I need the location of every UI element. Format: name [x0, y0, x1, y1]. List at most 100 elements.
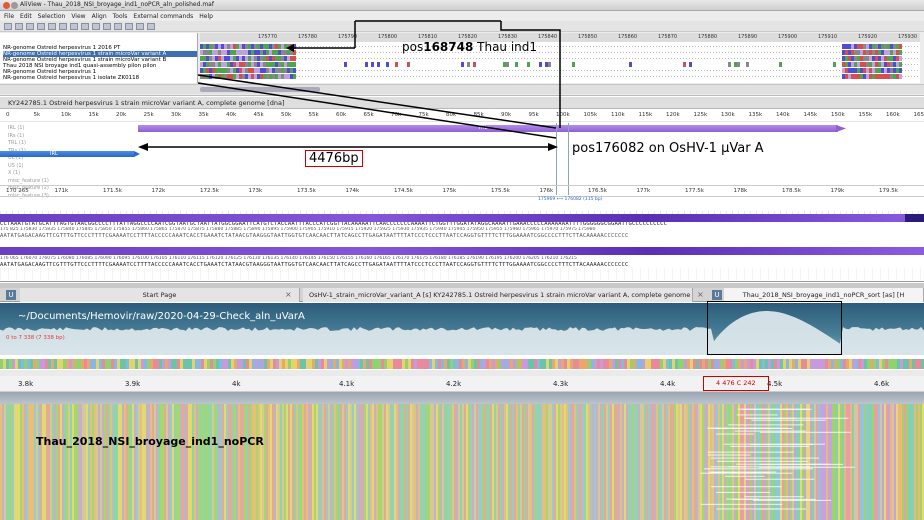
gap-dot [566, 76, 567, 77]
alignment-cell [866, 74, 869, 79]
sequence-name[interactable]: NR-genome Ostreid herpesvirus 1 isolate … [3, 75, 140, 81]
gap-dot [416, 52, 417, 53]
gap-dot [485, 52, 486, 53]
consensus-cell [279, 359, 282, 369]
alignment-cell [878, 44, 881, 49]
sequence-name[interactable]: Thau 2018 NSI broyage ind1 quasi-assembl… [3, 63, 157, 69]
gap-dot [548, 52, 549, 53]
gap-dot [731, 58, 732, 59]
alignment-cell [539, 62, 542, 67]
menu-help[interactable]: Help [199, 12, 213, 20]
gap-dot [533, 70, 534, 71]
close-window-icon[interactable] [3, 2, 10, 9]
alignment-cell [293, 50, 296, 55]
sequence-name[interactable]: NR-genome Ostreid herpesvirus 1 strain m… [3, 51, 197, 57]
toolbar-button-icon[interactable] [81, 23, 89, 30]
zoom-ruler-tick: 172.5k [200, 188, 219, 194]
zoom-ruler-tick: 177k [636, 188, 651, 194]
gap-dot [635, 58, 636, 59]
toolbar-button-icon[interactable] [125, 23, 133, 30]
alignment-cell [239, 68, 242, 73]
gap-dot [800, 58, 801, 59]
consensus-cell [651, 359, 654, 369]
ruler-tick-label: 175850 [578, 34, 598, 40]
menu-file[interactable]: File [4, 12, 15, 20]
read-column [250, 404, 252, 520]
gap-dot [308, 76, 309, 77]
gap-dot [443, 76, 444, 77]
menu-external-commands[interactable]: External commands [133, 12, 194, 20]
zoom-ruler-tick: 175.5k [491, 188, 510, 194]
scrollbar-thumb[interactable] [200, 87, 320, 92]
trl-feature-bar[interactable]: TRL [138, 125, 838, 132]
read-column [232, 404, 234, 520]
gap-dot [509, 46, 510, 47]
gap-dot [647, 46, 648, 47]
minimize-window-icon[interactable] [11, 2, 18, 9]
alignment-cell [251, 74, 254, 79]
toolbar-button-icon[interactable] [15, 23, 23, 30]
gap-dot [743, 58, 744, 59]
toolbar-button-icon[interactable] [4, 23, 12, 30]
tab-close-icon[interactable]: × [697, 290, 704, 299]
menu-tools[interactable]: Tools [112, 12, 128, 20]
tab-close-icon[interactable]: × [285, 290, 292, 299]
soft-clipped-read [700, 472, 793, 474]
toolbar-button-icon[interactable] [26, 23, 34, 30]
consensus-cell [630, 359, 633, 369]
read-column [824, 404, 826, 520]
gap-dot [737, 70, 738, 71]
menu-view[interactable]: View [71, 12, 86, 20]
aliview-titlebar: AliView - Thau_2018_NSI_broyage_ind1_noP… [0, 0, 924, 11]
read-column [836, 404, 838, 520]
consensus-cell [222, 359, 225, 369]
alignment-cell [218, 62, 221, 67]
consensus-cell [69, 359, 72, 369]
toolbar-button-icon[interactable] [70, 23, 78, 30]
gap-dot [485, 76, 486, 77]
gap-dot [833, 70, 834, 71]
toolbar-button-icon[interactable] [114, 23, 122, 30]
toolbar-button-icon[interactable] [37, 23, 45, 30]
gap-dot [566, 46, 567, 47]
toolbar-button-icon[interactable] [103, 23, 111, 30]
gap-dot [353, 58, 354, 59]
alignment-cell [245, 62, 248, 67]
toolbar-button-icon[interactable] [147, 23, 155, 30]
toolbar-button-icon[interactable] [92, 23, 100, 30]
sequence-name[interactable]: NR-genome Ostreid herpesvirus 1 strain m… [3, 57, 167, 63]
alignment-cell [272, 56, 275, 61]
menu-align[interactable]: Align [91, 12, 107, 20]
sequence-name[interactable]: NR-genome Ostreid herpesvirus 1 [3, 69, 97, 75]
menu-selection[interactable]: Selection [37, 12, 66, 20]
alignment-scrollbar[interactable] [0, 84, 924, 94]
sequence-name[interactable]: NR-genome Ostreid herpesvirus 1 2016 PT [3, 45, 121, 51]
toolbar-button-icon[interactable] [136, 23, 144, 30]
gap-dot [914, 64, 915, 65]
gap-dot [449, 70, 450, 71]
gap-dot [701, 76, 702, 77]
menu-edit[interactable]: Edit [20, 12, 32, 20]
gap-dot [515, 52, 516, 53]
gap-dot [311, 58, 312, 59]
gap-dot [389, 52, 390, 53]
read-column [450, 404, 452, 520]
gap-dot [713, 70, 714, 71]
gap-dot [464, 70, 465, 71]
consensus-cell [180, 359, 183, 369]
igv-top-border [0, 283, 924, 288]
tab-genome-reference[interactable]: OsHV-1_strain_microVar_variant_A [s] KY2… [303, 288, 693, 302]
consensus-cell [717, 359, 720, 369]
tab-start-page[interactable]: Start Page [20, 288, 300, 302]
toolbar-button-icon[interactable] [48, 23, 56, 30]
toolbar-button-icon[interactable] [59, 23, 67, 30]
consensus-cell [786, 359, 789, 369]
reads-track[interactable] [0, 404, 924, 520]
irl-feature-bar[interactable]: IRL [0, 151, 134, 157]
alignment-cell [218, 74, 221, 79]
gap-dot [818, 46, 819, 47]
coverage-panel[interactable]: ~/Documents/Hemovir/raw/2020-04-29-Check… [0, 303, 924, 355]
consensus-cell [783, 359, 786, 369]
read-column [350, 404, 352, 520]
gap-dot [308, 58, 309, 59]
